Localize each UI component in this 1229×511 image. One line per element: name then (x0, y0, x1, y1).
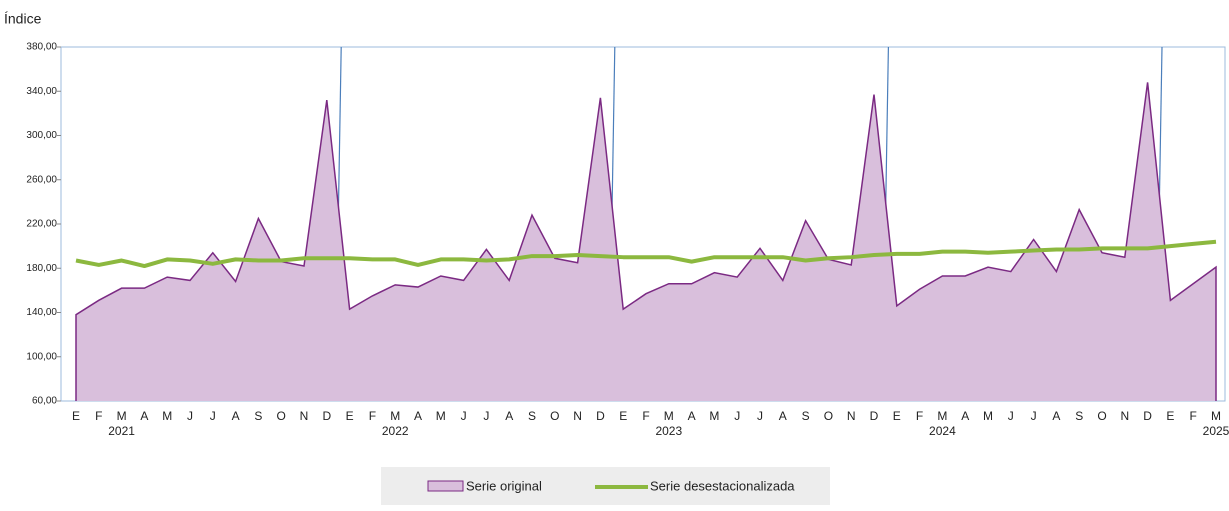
y-tick-label: 260,00 (26, 174, 57, 185)
x-tick-label: A (140, 409, 148, 423)
x-tick-label: M (983, 409, 993, 423)
year-label: 2021 (108, 424, 135, 438)
year-label: 2024 (929, 424, 956, 438)
x-tick-label: N (1120, 409, 1129, 423)
y-tick-label: 60,00 (32, 396, 57, 407)
y-axis-label: Índice (4, 11, 42, 27)
line (75, 239, 1217, 269)
x-tick-label: A (1052, 409, 1060, 423)
x-tick-label: A (688, 409, 696, 423)
y-tick-label: 340,00 (26, 86, 57, 97)
x-tick-label: O (1097, 409, 1106, 423)
x-tick-label: F (916, 409, 923, 423)
year-label: 2023 (655, 424, 682, 438)
y-tick-label: 220,00 (26, 219, 57, 230)
x-tick-label: F (95, 409, 102, 423)
y-tick-label: 180,00 (26, 263, 57, 274)
x-tick-label: A (414, 409, 422, 423)
y-tick-label: 300,00 (26, 130, 57, 141)
x-tick-label: J (483, 409, 489, 423)
x-tick-label: E (346, 409, 354, 423)
x-tick-label: N (573, 409, 582, 423)
x-tick-label: M (436, 409, 446, 423)
x-tick-label: J (757, 409, 763, 423)
x-tick-label: M (1211, 409, 1221, 423)
x-tick-label: A (961, 409, 969, 423)
x-tick-label: F (642, 409, 649, 423)
x-tick-label: J (734, 409, 740, 423)
x-tick-label: N (300, 409, 309, 423)
year-label: 2025 (1203, 424, 1229, 438)
year-label: 2022 (382, 424, 409, 438)
x-tick-label: S (802, 409, 810, 423)
y-tick-label: 100,00 (26, 351, 57, 362)
x-tick-label: A (779, 409, 787, 423)
x-tick-label: A (232, 409, 240, 423)
x-tick-label: E (893, 409, 901, 423)
x-tick-label: J (210, 409, 216, 423)
legend-label: Serie desestacionalizada (650, 478, 795, 493)
x-tick-label: S (254, 409, 262, 423)
x-tick-label: E (72, 409, 80, 423)
x-tick-label: S (1075, 409, 1083, 423)
x-tick-label: M (664, 409, 674, 423)
x-tick-label: M (937, 409, 947, 423)
x-tick-label: D (1143, 409, 1152, 423)
y-tick-label: 140,00 (26, 307, 57, 318)
x-tick-label: D (596, 409, 605, 423)
x-tick-label: O (550, 409, 559, 423)
x-tick-label: D (870, 409, 879, 423)
x-tick-label: J (461, 409, 467, 423)
x-tick-label: D (322, 409, 331, 423)
y-tick-label: 380,00 (26, 42, 57, 53)
x-tick-label: M (390, 409, 400, 423)
x-tick-label: J (1031, 409, 1037, 423)
area (76, 82, 1216, 402)
x-tick-label: E (1166, 409, 1174, 423)
x-tick-label: A (505, 409, 513, 423)
x-tick-label: O (277, 409, 286, 423)
legend-swatch (427, 480, 464, 492)
legend-label: Serie original (466, 478, 542, 493)
x-tick-label: N (847, 409, 856, 423)
x-tick-label: M (162, 409, 172, 423)
x-tick-label: F (369, 409, 376, 423)
x-tick-label: E (619, 409, 627, 423)
x-tick-label: M (117, 409, 127, 423)
x-tick-label: F (1190, 409, 1197, 423)
x-tick-label: M (709, 409, 719, 423)
x-tick-label: J (187, 409, 193, 423)
x-tick-label: S (528, 409, 536, 423)
x-tick-label: J (1008, 409, 1014, 423)
x-tick-label: O (824, 409, 833, 423)
